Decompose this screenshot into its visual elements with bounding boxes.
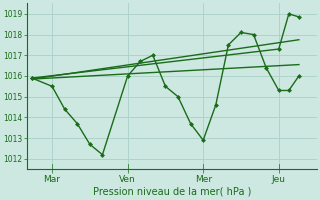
X-axis label: Pression niveau de la mer( hPa ): Pression niveau de la mer( hPa )	[92, 187, 251, 197]
